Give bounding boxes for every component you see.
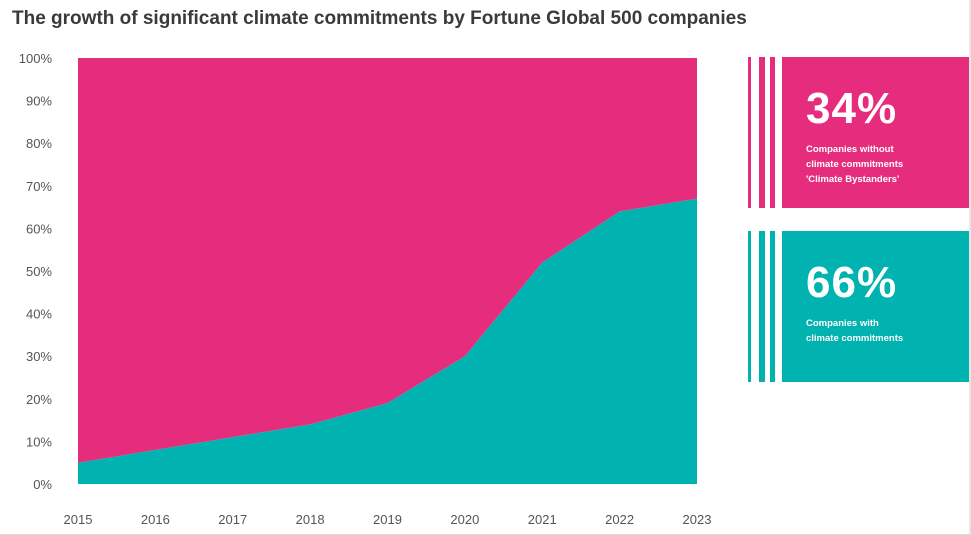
y-tick-label: 80% — [26, 136, 52, 151]
x-tick-label: 2015 — [64, 512, 93, 527]
card-line: climate commitments — [806, 159, 904, 170]
card-with-commitments: 66% Companies with climate commitments — [748, 231, 969, 382]
card-panel — [782, 231, 969, 382]
card-line: 'Climate Bystanders' — [806, 174, 900, 185]
card-without-commitments: 34% Companies without climate commitment… — [748, 57, 969, 208]
y-tick-label: 50% — [26, 264, 52, 279]
x-tick-label: 2022 — [605, 512, 634, 527]
card-description: Companies without climate commitments 'C… — [806, 142, 903, 187]
stripe — [748, 231, 751, 382]
y-tick-label: 0% — [33, 477, 52, 492]
card-description: Companies with climate commitments — [806, 316, 903, 346]
stripe — [770, 231, 775, 382]
y-tick-label: 40% — [26, 307, 52, 322]
y-tick-label: 100% — [19, 51, 53, 66]
percent-with: 66% — [806, 258, 898, 307]
x-tick-label: 2021 — [528, 512, 557, 527]
percent-without: 34% — [806, 84, 898, 133]
area-without-commitments — [78, 58, 697, 463]
y-tick-label: 70% — [26, 179, 52, 194]
card-line: Companies without — [806, 144, 894, 155]
card-stripes — [748, 57, 782, 208]
stripe — [770, 57, 775, 208]
y-tick-label: 30% — [26, 349, 52, 364]
card-stripes — [748, 231, 782, 382]
area-with-commitments — [78, 198, 697, 484]
area-chart: 0% 10% 20% 30% 40% 50% 60% 70% 80% 90% 100% 2015 20… — [19, 51, 712, 527]
card-line: Companies with — [806, 318, 879, 329]
y-tick-label: 90% — [26, 94, 52, 109]
stripe — [748, 57, 751, 208]
chart-title: The growth of significant climate commit… — [12, 8, 747, 29]
stripe — [759, 57, 765, 208]
y-tick-label: 10% — [26, 434, 52, 449]
stripe — [759, 231, 765, 382]
x-tick-label: 2017 — [218, 512, 247, 527]
x-tick-label: 2018 — [296, 512, 325, 527]
y-tick-label: 20% — [26, 392, 52, 407]
x-tick-label: 2019 — [373, 512, 402, 527]
card-panel — [782, 57, 969, 208]
y-tick-label: 60% — [26, 221, 52, 236]
x-tick-label: 2016 — [141, 512, 170, 527]
card-line: climate commitments — [806, 333, 904, 344]
right-edge-divider — [969, 0, 971, 535]
x-tick-label: 2023 — [683, 512, 712, 527]
x-tick-label: 2020 — [450, 512, 479, 527]
